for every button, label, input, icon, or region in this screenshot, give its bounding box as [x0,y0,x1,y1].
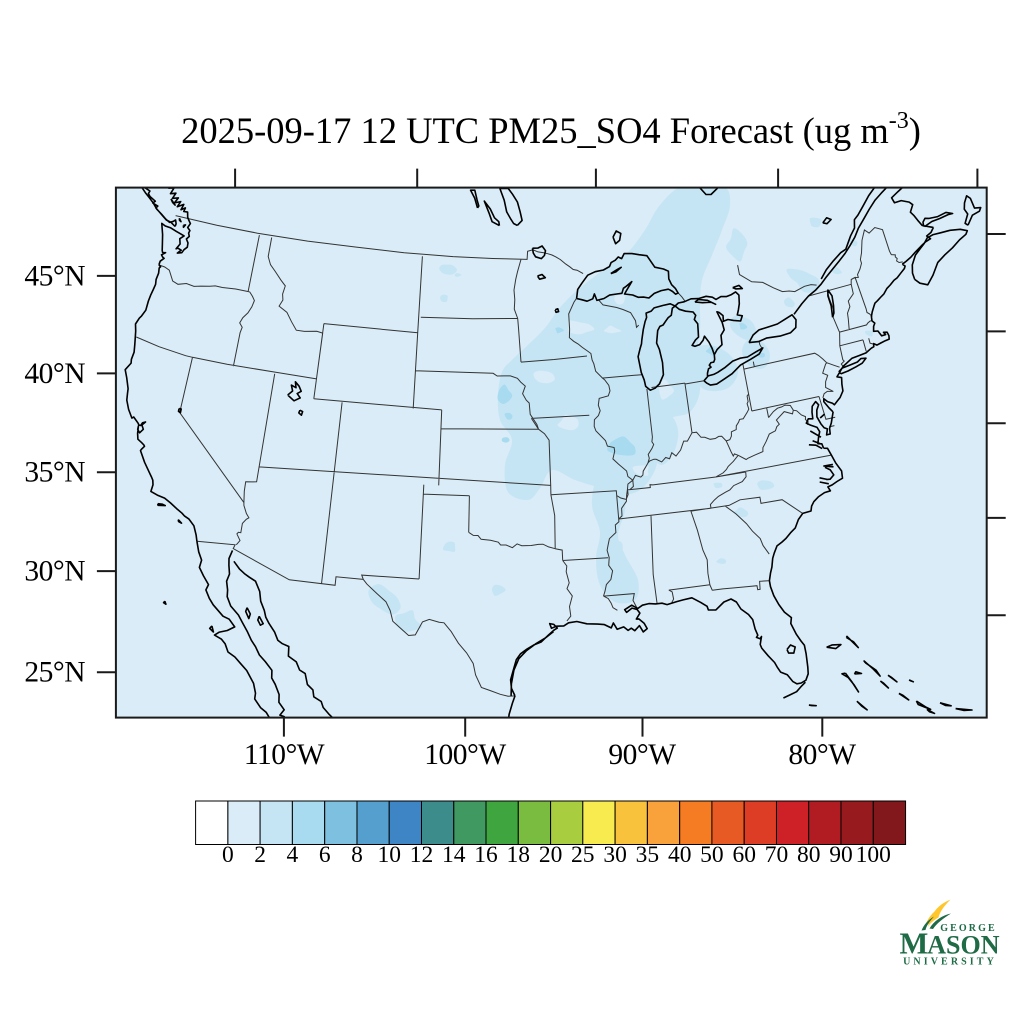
svg-text:25: 25 [571,842,595,868]
svg-text:0: 0 [222,842,234,868]
svg-text:MASON: MASON [899,927,999,961]
svg-text:4: 4 [287,842,299,868]
svg-text:100°W: 100°W [424,739,506,771]
svg-text:2: 2 [254,842,266,868]
svg-text:35°N: 35°N [24,457,85,489]
svg-text:80°W: 80°W [788,739,856,771]
svg-text:12: 12 [410,842,434,868]
svg-text:20: 20 [539,842,563,868]
svg-text:35: 35 [636,842,660,868]
svg-text:40: 40 [668,842,692,868]
svg-text:16: 16 [474,842,498,868]
svg-text:8: 8 [351,842,363,868]
svg-text:6: 6 [319,842,331,868]
svg-text:14: 14 [442,842,466,868]
svg-text:60: 60 [732,842,756,868]
svg-text:18: 18 [507,842,531,868]
svg-text:90°W: 90°W [608,739,676,771]
svg-text:90: 90 [829,842,853,868]
svg-text:80: 80 [797,842,821,868]
svg-text:45°N: 45°N [24,260,85,292]
svg-text:10: 10 [377,842,401,868]
svg-text:UNIVERSITY: UNIVERSITY [903,957,997,968]
svg-text:30: 30 [603,842,627,868]
svg-text:25°N: 25°N [24,657,85,689]
svg-text:70: 70 [765,842,789,868]
svg-text:40°N: 40°N [24,358,85,390]
svg-text:100: 100 [856,842,891,868]
svg-text:30°N: 30°N [24,556,85,588]
svg-text:2025-09-17 12 UTC PM25_SO4 For: 2025-09-17 12 UTC PM25_SO4 Forecast (ug … [181,108,921,151]
svg-text:50: 50 [700,842,724,868]
svg-text:110°W: 110°W [244,739,325,771]
svg-text:GEORGE: GEORGE [940,923,997,934]
